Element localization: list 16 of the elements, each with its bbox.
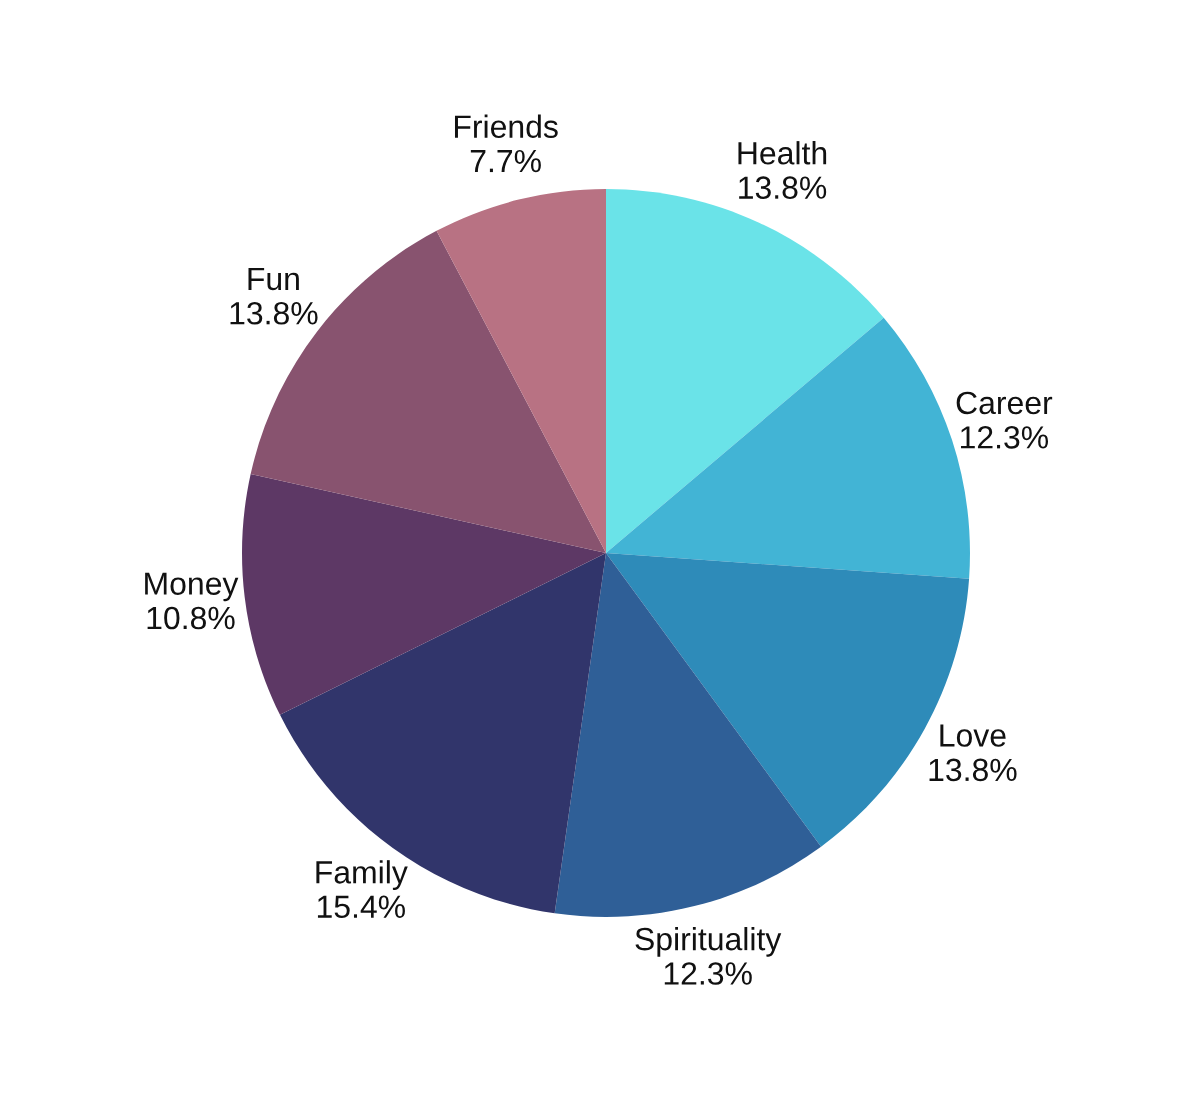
slice-label: Money <box>145 572 239 602</box>
data-label: 13.8% <box>230 301 318 325</box>
data-label: 12.3% <box>664 962 752 985</box>
data-label: 15.4% <box>317 895 405 919</box>
data-label: 7.7% <box>470 149 541 173</box>
slice-label: Love <box>940 724 1006 747</box>
data-label: 12.3% <box>961 426 1049 449</box>
slice-label: Career <box>956 391 1053 415</box>
data-label: 13.8% <box>739 176 827 199</box>
data-label: 10.8% <box>147 606 235 630</box>
slice-label: Health <box>738 141 827 165</box>
slice-label: Fun <box>248 267 299 291</box>
slice-label: Family <box>316 860 408 890</box>
slice-label: Friends <box>454 114 558 138</box>
slice-label: Spirituality <box>635 926 782 957</box>
data-label: 13.8% <box>929 758 1017 782</box>
